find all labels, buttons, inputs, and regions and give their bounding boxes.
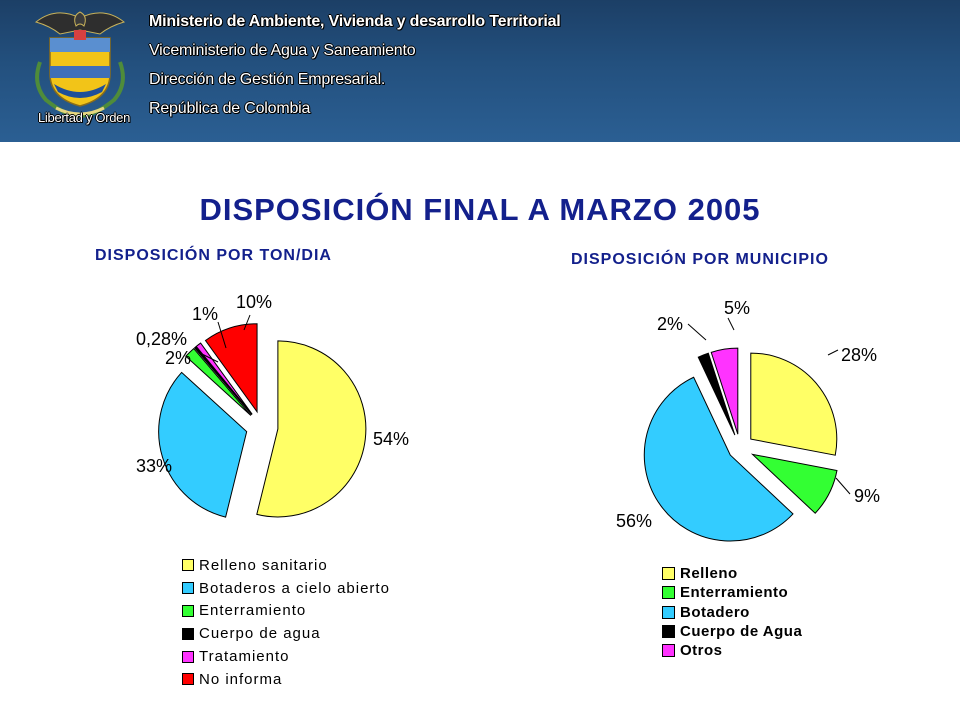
legend-swatch (182, 627, 194, 640)
legend-item-enterramiento: Enterramiento (182, 600, 390, 623)
legend-label: Tratamiento (199, 648, 290, 666)
vice-ministry-name: Viceministerio de Agua y Saneamiento (149, 42, 416, 59)
legend-label: Otros (680, 642, 723, 660)
ministry-name: Ministerio de Ambiente, Vivienda y desar… (149, 13, 561, 30)
right-chart-title: DISPOSICIÓN POR MUNICIPIO (571, 251, 829, 268)
legend-swatch (662, 586, 675, 600)
data-label-botaderos-a-cielo-abierto: 33% (136, 456, 172, 476)
legend-item-tratamiento: Tratamiento (182, 645, 390, 668)
left-chart-title: DISPOSICIÓN POR TON/DIA (95, 247, 332, 264)
data-label-tratamiento: 1% (192, 304, 218, 324)
leader-line (727, 317, 735, 331)
pie-slice-relleno-sanitario (256, 340, 367, 518)
legend-swatch (182, 582, 194, 595)
data-label-no-informa: 10% (236, 292, 272, 312)
legend-label: Cuerpo de agua (199, 625, 321, 643)
pie-slice-tratamiento (195, 342, 253, 415)
legend-label: Botadero (680, 603, 750, 621)
right-pie-chart: 28% 9% 56% 2% 5% (616, 298, 880, 542)
coat-of-arms-logo (34, 11, 126, 119)
legend-label: Relleno sanitario (199, 556, 328, 574)
data-label-botadero: 56% (616, 511, 652, 531)
pie-slice-otros (710, 347, 739, 435)
legend-swatch (662, 605, 675, 619)
legend-item-relleno: Relleno (662, 564, 802, 583)
data-label-cuerpo-de-agua: 0,28% (136, 329, 187, 349)
legend-item-cuerpo-de-agua: Cuerpo de Agua (662, 622, 802, 641)
legend-swatch (182, 604, 194, 617)
pie-slice-cuerpo-de-agua (697, 352, 736, 436)
legend-label: Enterramiento (199, 602, 307, 620)
pie-slice-botaderos-a-cielo-abierto (158, 371, 248, 518)
legend-item-no-informa: No informa (182, 668, 390, 691)
legend-swatch (182, 673, 194, 686)
pie-slice-enterramiento (750, 453, 838, 514)
left-pie-chart: 54% 33% 2%0,28%1% 10% (136, 292, 409, 518)
pie-slice-cuerpo-de-agua (193, 346, 253, 416)
legend-label: Botaderos a cielo abierto (199, 579, 390, 597)
page-title: DISPOSICIÓN FINAL A MARZO 2005 (199, 192, 761, 227)
legend-swatch (182, 650, 194, 663)
header-banner: Libertad y Orden Ministerio de Ambiente,… (0, 0, 960, 142)
data-label-cuerpo-de-agua: 2% (657, 314, 683, 334)
legend-label: Enterramiento (680, 584, 789, 602)
leader-line (687, 323, 707, 341)
legend-swatch (662, 625, 675, 639)
leader-line (827, 349, 839, 356)
legend-item-otros: Otros (662, 641, 802, 660)
legend-item-enterramiento: Enterramiento (662, 583, 802, 602)
legend-swatch (662, 644, 675, 658)
leader-line (217, 321, 227, 349)
legend-label: Relleno (680, 565, 738, 583)
legend-label: No informa (199, 670, 283, 688)
left-chart-legend: Relleno sanitario Botaderos a cielo abier… (182, 554, 390, 691)
legend-item-botadero: Botadero (662, 603, 802, 622)
pie-slice-enterramiento (185, 347, 252, 416)
directorate-name: Dirección de Gestión Empresarial. (149, 71, 386, 88)
leader-line (835, 477, 851, 495)
right-chart-legend: Relleno Enterramiento Botadero Cuerpo de Ag… (662, 564, 802, 660)
pie-slice-relleno (750, 352, 838, 456)
legend-swatch (662, 567, 675, 581)
leader-line (201, 353, 219, 363)
pie-slice-no-informa (204, 323, 258, 414)
data-label-relleno: 28% (841, 345, 877, 365)
pie-slice-botadero (643, 376, 794, 542)
legend-item-relleno-sanitario: Relleno sanitario (182, 554, 390, 577)
data-label-otros: 5% (724, 298, 750, 318)
data-label-relleno-sanitario: 54% (373, 429, 409, 449)
legend-swatch (182, 559, 194, 572)
data-label-enterramiento: 9% (854, 486, 880, 506)
country-name: República de Colombia (149, 100, 311, 117)
legend-label: Cuerpo de Agua (680, 623, 803, 641)
legend-item-botaderos-a-cielo-abierto: Botaderos a cielo abierto (182, 577, 390, 600)
motto-label: Libertad y Orden (38, 110, 131, 125)
data-label-enterramiento: 2% (165, 348, 191, 368)
legend-item-cuerpo-de-agua: Cuerpo de agua (182, 622, 390, 645)
leader-line (243, 314, 251, 331)
